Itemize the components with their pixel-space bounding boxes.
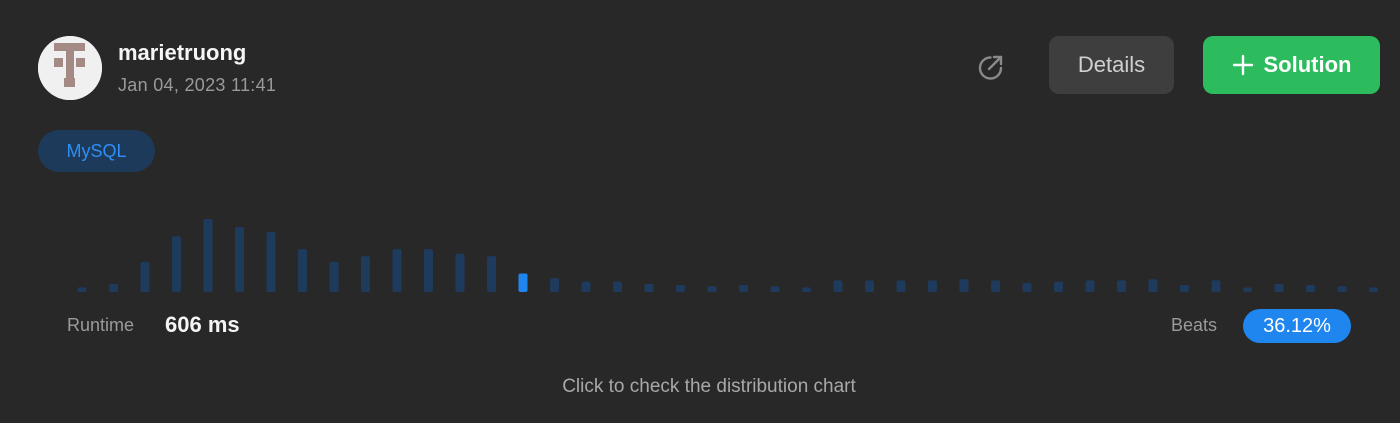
runtime-distribution-chart[interactable] [0,200,1400,300]
distribution-bar[interactable] [1117,280,1126,292]
distribution-bar[interactable] [361,256,370,292]
distribution-bar[interactable] [1148,279,1158,292]
distribution-bar[interactable] [235,227,244,292]
distribution-chart-hint[interactable]: Click to check the distribution chart [562,376,856,397]
distribution-bar[interactable] [581,281,591,292]
distribution-bar[interactable] [896,280,906,292]
share-icon [978,55,1003,80]
distribution-bar[interactable] [802,287,811,292]
avatar-image [38,36,102,100]
distribution-bar[interactable] [1085,280,1095,292]
submission-timestamp: Jan 04, 2023 11:41 [118,75,277,95]
details-button[interactable]: Details [1049,36,1174,94]
distribution-bar[interactable] [865,280,874,292]
distribution-bar[interactable] [707,286,717,292]
distribution-bar[interactable] [487,256,496,292]
avatar[interactable] [38,36,102,100]
distribution-bar[interactable] [928,280,937,292]
distribution-bar[interactable] [424,249,433,292]
beats-value: 36.12% [1263,314,1331,337]
beats-label: Beats [1171,315,1218,335]
distribution-bar[interactable] [959,279,969,292]
distribution-bar[interactable] [739,285,748,292]
distribution-bar[interactable] [833,280,843,292]
distribution-bar[interactable] [298,249,307,292]
runtime-label: Runtime [67,315,135,335]
distribution-bar[interactable] [77,287,87,292]
distribution-bar[interactable] [203,219,213,292]
distribution-bar[interactable] [770,286,780,292]
details-button-label: Details [1077,52,1146,77]
beats-badge: 36.12% [1243,309,1351,343]
runtime-value: 606 ms [165,312,240,337]
distribution-bar[interactable] [676,285,685,292]
distribution-bar[interactable] [644,283,654,292]
distribution-bar[interactable] [140,261,150,292]
distribution-bar[interactable] [1054,281,1063,292]
distribution-bar[interactable] [172,236,181,292]
distribution-bar[interactable] [329,261,339,292]
distribution-bar[interactable] [991,280,1000,292]
language-tag[interactable]: MySQL [38,130,155,172]
distribution-bar[interactable] [1274,283,1284,292]
distribution-bar[interactable] [266,231,276,292]
plus-icon [1232,54,1253,76]
distribution-bar[interactable] [392,249,402,292]
distribution-bar[interactable] [455,253,465,292]
distribution-bar[interactable] [1180,285,1189,292]
add-solution-button[interactable]: Solution [1203,36,1380,94]
distribution-bar[interactable] [1022,282,1032,292]
distribution-bar[interactable] [613,281,622,292]
distribution-bar[interactable] [550,278,559,292]
share-button[interactable] [972,48,1010,86]
distribution-bar[interactable] [1243,287,1252,292]
username[interactable]: marietruong [118,40,247,65]
distribution-bar[interactable] [1306,285,1315,292]
language-tag-label: MySQL [66,140,127,161]
distribution-bar[interactable] [1337,286,1347,292]
distribution-bar[interactable] [1369,287,1378,292]
distribution-bar[interactable] [109,283,118,292]
distribution-bar[interactable] [1211,280,1221,292]
distribution-bar-current[interactable] [518,273,528,293]
solution-button-label: Solution [1263,52,1352,77]
